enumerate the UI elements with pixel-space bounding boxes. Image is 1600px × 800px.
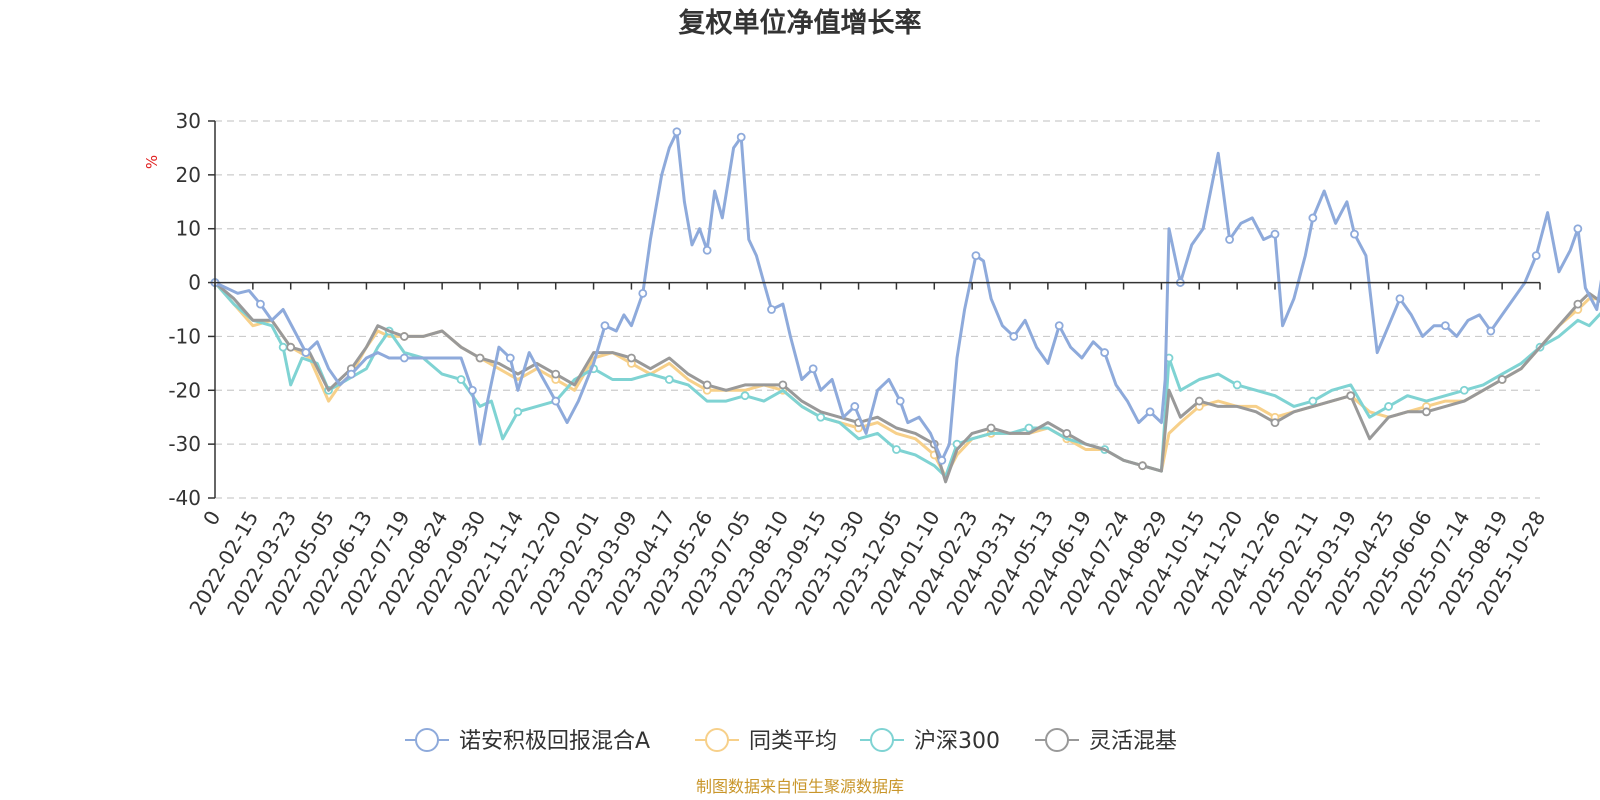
series-point: [1531, 251, 1541, 261]
series-point: [702, 245, 712, 255]
series-point: [672, 127, 682, 137]
series-point: [1497, 375, 1507, 384]
series-point: [286, 342, 296, 352]
series-line-2: [213, 281, 1600, 478]
legend-marker: [870, 728, 894, 752]
series-point: [475, 353, 485, 363]
legend-label: 灵活混基: [1089, 729, 1177, 754]
series-point: [778, 380, 788, 390]
series-point: [256, 299, 265, 309]
series-point: [551, 396, 561, 406]
series-point: [638, 288, 648, 298]
series-lines: [210, 127, 1600, 484]
legend-item-1[interactable]: 同类平均: [695, 728, 837, 754]
legend-item-3[interactable]: 灵活混基: [1035, 728, 1177, 754]
series-point: [1009, 332, 1019, 341]
y-tick-label: 30: [176, 109, 201, 133]
y-tick-label: -20: [168, 378, 201, 402]
y-tick-label: 10: [176, 217, 201, 241]
series-point: [1308, 213, 1318, 223]
series-point: [1422, 407, 1431, 417]
series-point: [1225, 235, 1234, 244]
series-line-0: [214, 130, 1600, 462]
series-point: [1459, 385, 1469, 395]
series-point: [1138, 461, 1147, 471]
legend-label: 沪深300: [914, 729, 1000, 754]
series-point: [505, 353, 515, 363]
series-point: [1486, 326, 1496, 336]
series-point: [1270, 229, 1280, 239]
legend-label: 诺安积极回报混合A: [459, 729, 650, 754]
y-tick-label: 0: [188, 271, 201, 295]
series-point: [736, 132, 746, 142]
series-line-3: [214, 281, 1600, 484]
series-point: [1232, 380, 1242, 390]
series-point: [627, 353, 636, 363]
series-point: [1194, 396, 1204, 406]
legend-item-2[interactable]: 沪深300: [860, 728, 1000, 754]
series-point: [816, 412, 826, 422]
series-point: [1062, 428, 1072, 438]
series-point: [399, 353, 409, 363]
legend-label: 同类平均: [749, 729, 837, 754]
series-point: [1440, 321, 1450, 331]
y-tick-label: -10: [168, 324, 201, 348]
series-point: [767, 305, 776, 314]
series-point: [1350, 229, 1359, 239]
series-point: [1346, 391, 1356, 401]
series-point: [513, 407, 523, 417]
y-axis-unit: %: [143, 155, 161, 169]
series-point: [600, 321, 610, 331]
series-point: [1395, 294, 1405, 304]
series-point: [740, 391, 750, 401]
series-point: [895, 396, 905, 406]
series-point: [850, 402, 860, 411]
y-tick-label: 20: [176, 163, 201, 187]
series-point: [892, 445, 901, 454]
series-point: [808, 364, 818, 374]
series-point: [278, 342, 288, 352]
series-point: [1384, 402, 1393, 411]
series-point: [301, 348, 311, 357]
series-point: [456, 375, 466, 384]
series-point: [399, 332, 409, 341]
series-point: [1308, 396, 1318, 406]
series-point: [1145, 407, 1155, 417]
x-tick-label: 0: [198, 507, 225, 530]
series-point: [468, 385, 477, 395]
series-point: [1573, 299, 1583, 309]
grid-lines: [215, 120, 1540, 499]
chart-title: 复权单位净值增长率: [679, 7, 922, 39]
series-point: [1024, 423, 1034, 433]
series-point: [1054, 321, 1064, 331]
series-point: [346, 369, 356, 379]
series-point: [1270, 418, 1280, 428]
legend-item-0[interactable]: 诺安积极回报混合A: [405, 728, 650, 754]
series-line-1: [213, 281, 1600, 478]
legend: 诺安积极回报混合A 同类平均 沪深300 灵活混基: [405, 728, 1177, 754]
series-point: [551, 369, 561, 379]
legend-marker: [705, 728, 729, 752]
series-point: [937, 455, 947, 465]
series-point: [986, 423, 996, 433]
series-point: [664, 375, 674, 384]
series-point: [1573, 224, 1583, 234]
legend-marker: [415, 728, 439, 752]
data-source-note: 制图数据来自恒生聚源数据库: [696, 777, 904, 796]
y-tick-label: -40: [168, 486, 201, 510]
series-point: [1100, 348, 1110, 357]
axes: 3020100-10-20-30-4002022-02-152022-03-23…: [168, 109, 1550, 619]
legend-marker: [1045, 728, 1069, 752]
series-point: [971, 251, 981, 261]
y-tick-label: -30: [168, 432, 201, 456]
series-point: [702, 380, 712, 390]
